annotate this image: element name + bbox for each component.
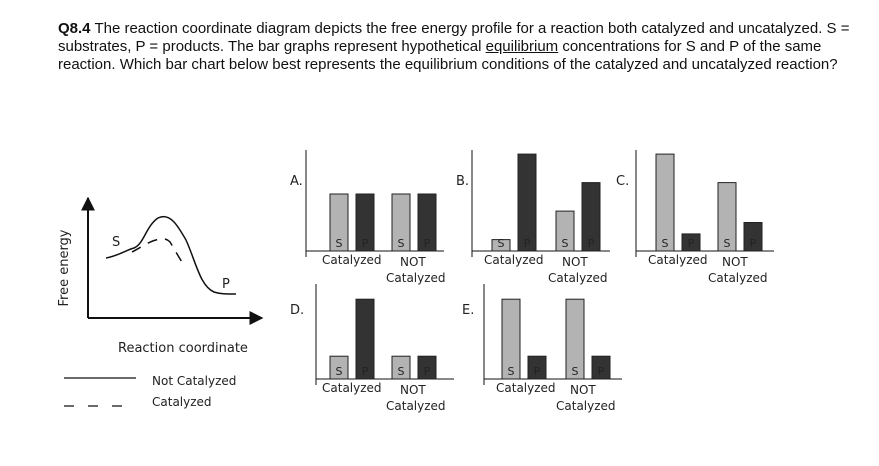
panel-title: B. (456, 174, 469, 189)
group-label-line-1: NOT (400, 383, 426, 397)
product-bar-label: P (362, 365, 369, 378)
substrate-bar-label: S (662, 237, 669, 250)
product-bar-label: P (598, 365, 605, 378)
catalyzed-curve (131, 237, 183, 263)
substrate-bar (501, 298, 521, 380)
group-label-line-2: Catalyzed (386, 271, 446, 285)
energy-y-axis-label: Free energy (57, 229, 72, 306)
substrate-bar (555, 210, 575, 252)
product-bar-label: P (362, 237, 369, 250)
product-bar (417, 193, 437, 252)
group-label-line-2: Catalyzed (386, 399, 446, 413)
substrate-bar (717, 182, 737, 252)
group-label-line-1: NOT (562, 255, 588, 269)
panel-title: A. (290, 174, 303, 189)
product-bar (743, 222, 763, 252)
group-label: Catalyzed (648, 253, 708, 267)
substrate-bar-label: S (562, 237, 569, 250)
group-label-line-2: Catalyzed (708, 271, 768, 285)
product-bar-label: P (534, 365, 541, 378)
question-underlined-term: equilibrium (485, 38, 559, 55)
product-bar (355, 193, 375, 252)
panel-title: E. (462, 303, 474, 318)
substrate-bar-label: S (508, 365, 515, 378)
product-bar-label: P (424, 237, 431, 250)
substrate-bar (491, 239, 511, 252)
question-text-before: The reaction coordinate diagram depicts … (58, 20, 850, 55)
bar-chart-d: D. S P Catalyzed S P NOT Catalyzed (290, 284, 454, 413)
question-text: Q8.4 The reaction coordinate diagram dep… (58, 20, 858, 74)
substrate-bar (655, 153, 675, 252)
substrate-bar (391, 355, 411, 380)
product-bar-label: P (524, 237, 531, 250)
substrate-bar (565, 298, 585, 380)
product-bar-label: P (750, 237, 757, 250)
energy-label-p: P (222, 277, 230, 292)
uncatalyzed-curve (105, 215, 237, 295)
panel-title: C. (616, 174, 629, 189)
group-label: Catalyzed (496, 381, 556, 395)
substrate-bar-label: S (398, 365, 405, 378)
question-number: Q8.4 (58, 20, 91, 37)
substrate-bar-label: S (398, 237, 405, 250)
energy-diagram: Free energy Reaction coordinate S P Not … (57, 196, 264, 409)
group-label-line-1: NOT (570, 383, 596, 397)
group-label: Catalyzed (484, 253, 544, 267)
energy-x-axis-label: Reaction coordinate (118, 341, 248, 356)
group-label-line-1: NOT (400, 255, 426, 269)
legend-not-catalyzed: Not Catalyzed (152, 374, 236, 388)
product-bar (517, 153, 537, 252)
substrate-bar-label: S (498, 237, 505, 250)
group-label-line-1: NOT (722, 255, 748, 269)
substrate-bar-label: S (336, 237, 343, 250)
product-bar (417, 355, 437, 380)
legend-catalyzed: Catalyzed (152, 395, 212, 409)
product-bar (591, 355, 611, 380)
product-bar (581, 182, 601, 252)
product-bar-label: P (588, 237, 595, 250)
product-bar (527, 355, 547, 380)
product-bar (355, 298, 375, 380)
group-label-line-2: Catalyzed (556, 399, 616, 413)
panel-title: D. (290, 303, 304, 318)
bar-chart-a: A. S P Catalyzed S P NOT Catalyzed (290, 150, 446, 285)
group-label: Catalyzed (322, 253, 382, 267)
product-bar-label: P (688, 237, 695, 250)
substrate-bar-label: S (724, 237, 731, 250)
substrate-bar (329, 193, 349, 252)
question-text-after: concentrations for S and P of the same r… (58, 38, 838, 73)
substrate-bar-label: S (336, 365, 343, 378)
group-label-line-2: Catalyzed (548, 271, 608, 285)
substrate-bar (391, 193, 411, 252)
product-bar-label: P (424, 365, 431, 378)
substrate-bar (329, 355, 349, 380)
energy-label-s: S (112, 235, 120, 250)
product-bar (681, 233, 701, 252)
substrate-bar-label: S (572, 365, 579, 378)
group-label: Catalyzed (322, 381, 382, 395)
